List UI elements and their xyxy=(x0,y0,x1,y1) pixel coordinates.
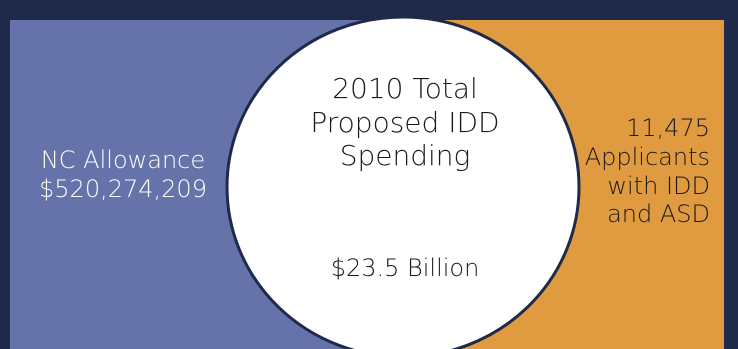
frame-right xyxy=(724,0,738,349)
center-title-line-2: Proposed IDD xyxy=(310,105,500,139)
right-label-line-4: and ASD xyxy=(607,200,710,229)
frame-left xyxy=(0,0,10,349)
center-title-line-3: Spending xyxy=(339,139,471,173)
right-label-line-2: Applicants xyxy=(584,142,710,171)
left-label-line-1: NC Allowance xyxy=(40,146,206,174)
center-title-line-1: 2010 Total xyxy=(332,72,478,105)
right-label-line-1: 11,475 xyxy=(626,114,710,142)
right-label-line-3: with IDD xyxy=(607,171,710,200)
left-label: NC Allowance $520,274,209 xyxy=(18,146,228,204)
center-title: 2010 Total Proposed IDD Spending xyxy=(280,72,530,173)
right-label: 11,475 Applicants with IDD and ASD xyxy=(550,114,710,229)
left-label-line-2: $520,274,209 xyxy=(39,174,207,203)
center-total: $23.5 Billion xyxy=(330,254,480,282)
frame-top xyxy=(0,0,738,20)
center-circle xyxy=(225,15,581,349)
